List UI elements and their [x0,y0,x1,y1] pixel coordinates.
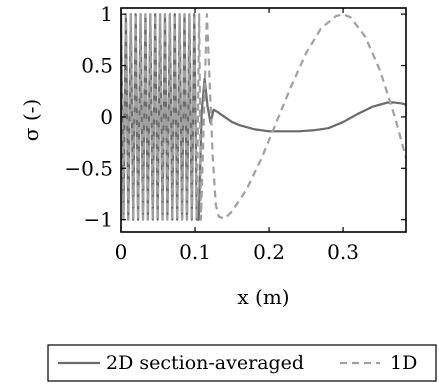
legend-entry-2d: 2D section-averaged [106,352,304,374]
x-axis-ticks: 0 0.1 0.2 0.3 [115,8,359,264]
x-tick-label: 0 [115,240,128,264]
legend: 2D section-averaged 1D [47,344,437,382]
series-line-1d [121,13,406,221]
x-tick-label: 0.2 [253,240,285,264]
y-tick-label: 1 [100,2,113,26]
y-tick-label: 0 [100,105,113,129]
legend-box [47,344,437,382]
series-line-2d [121,13,406,221]
legend-entry-1d: 1D [390,352,417,374]
x-tick-label: 0.1 [179,240,211,264]
y-tick-label: −0.5 [64,156,113,180]
y-tick-label: 0.5 [81,54,113,78]
y-axis-ticks: 1 0.5 0 −0.5 −1 [64,2,406,232]
x-tick-label: 0.3 [327,240,359,264]
y-tick-label: −1 [84,208,113,232]
y-axis-label: σ (-) [19,99,43,141]
plot-lines [121,13,406,221]
x-axis-label: x (m) [237,285,289,309]
plot-frame [120,7,407,233]
